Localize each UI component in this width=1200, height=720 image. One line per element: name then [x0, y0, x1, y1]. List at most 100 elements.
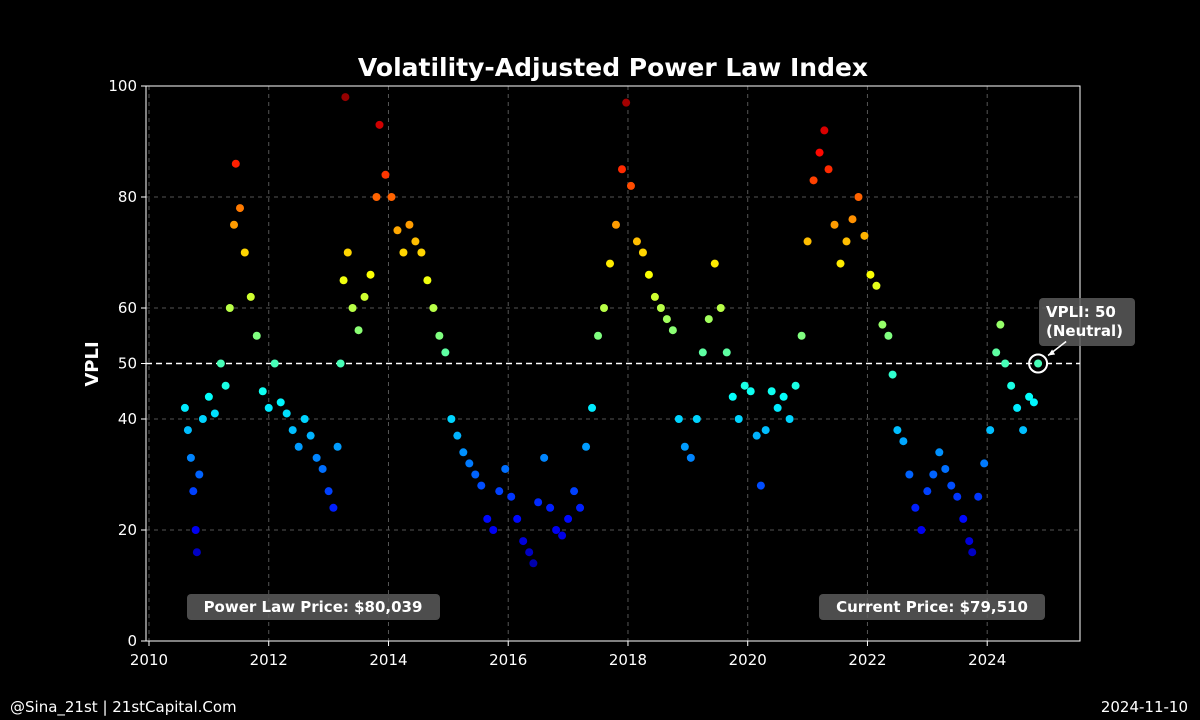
data-point	[830, 220, 839, 229]
current-point-marker	[1028, 340, 1067, 374]
data-point	[899, 437, 908, 446]
data-point	[656, 304, 665, 312]
data-point	[507, 492, 516, 501]
data-point	[878, 320, 887, 329]
x-axis: 2010 2012 2014 2016 2018 2020 2022 2024	[130, 641, 1006, 669]
data-point	[192, 548, 201, 557]
data-point	[341, 93, 350, 102]
data-point	[842, 237, 851, 246]
data-point	[992, 348, 1001, 357]
data-point	[186, 453, 195, 462]
current-price-text: Current Price: $79,510	[836, 598, 1028, 616]
data-point	[638, 248, 647, 257]
data-point	[441, 348, 450, 357]
data-point	[529, 559, 538, 568]
data-point	[582, 442, 591, 451]
data-point	[872, 281, 881, 290]
data-point	[471, 470, 480, 479]
data-point	[183, 426, 192, 435]
data-point	[947, 481, 956, 490]
data-point	[1025, 392, 1034, 401]
data-point	[941, 464, 950, 473]
data-point	[716, 304, 725, 312]
data-point	[477, 481, 486, 490]
data-point	[986, 426, 995, 435]
data-point	[761, 426, 770, 435]
data-point	[417, 248, 426, 257]
data-point	[740, 381, 749, 390]
data-point	[483, 514, 492, 523]
data-point	[459, 448, 468, 457]
data-point	[860, 231, 869, 240]
data-point	[519, 537, 528, 546]
data-point	[225, 304, 234, 312]
y-tick-label: 60	[118, 299, 137, 317]
data-point	[848, 215, 857, 224]
data-point	[854, 193, 863, 201]
y-tick-label: 100	[108, 77, 137, 95]
y-tick-label: 50	[118, 355, 137, 373]
data-point	[348, 304, 357, 312]
data-point	[824, 165, 833, 174]
data-point	[644, 270, 653, 279]
data-point	[668, 326, 677, 335]
data-point	[968, 548, 977, 557]
data-point	[339, 276, 348, 285]
data-point	[1013, 403, 1022, 412]
data-point	[746, 387, 755, 396]
data-point	[1034, 359, 1043, 368]
data-point	[722, 348, 731, 357]
data-point	[270, 359, 279, 368]
data-point	[258, 387, 267, 396]
data-points	[180, 93, 1043, 568]
data-point	[710, 259, 719, 268]
data-point	[570, 487, 579, 496]
data-point	[423, 276, 432, 285]
current-point-ring	[1028, 353, 1049, 374]
data-point	[534, 498, 543, 507]
chart-title: Volatility-Adjusted Power Law Index	[358, 53, 868, 82]
data-point	[686, 453, 695, 462]
data-point	[1019, 426, 1028, 435]
data-point	[905, 470, 914, 479]
data-point	[235, 204, 244, 213]
power-law-price-text: Power Law Price: $80,039	[204, 598, 423, 616]
vpli-callout-line1: VPLI: 50	[1046, 303, 1116, 321]
data-point	[1001, 359, 1010, 368]
data-point	[836, 259, 845, 268]
data-point	[318, 464, 327, 473]
data-point	[734, 415, 743, 423]
data-point	[411, 237, 420, 246]
data-point	[552, 526, 561, 534]
data-point	[180, 403, 189, 412]
data-point	[312, 453, 321, 462]
data-point	[429, 304, 438, 312]
data-point	[752, 431, 761, 440]
data-point	[576, 503, 585, 512]
data-point	[698, 348, 707, 357]
data-point	[911, 503, 920, 512]
data-point	[189, 487, 198, 496]
data-point	[513, 514, 522, 523]
data-point	[216, 359, 225, 368]
data-point	[435, 331, 444, 340]
data-point	[231, 159, 240, 168]
y-tick-label: 40	[118, 410, 137, 428]
data-point	[453, 431, 462, 440]
data-point	[600, 304, 609, 312]
x-tick-label: 2016	[489, 651, 527, 669]
data-point	[803, 237, 812, 246]
annotations: Power Law Price: $80,039 Current Price: …	[187, 298, 1135, 620]
data-point	[728, 392, 737, 401]
data-point	[447, 415, 456, 423]
data-point	[495, 487, 504, 496]
data-point	[617, 165, 626, 174]
data-point	[791, 381, 800, 390]
data-point	[343, 248, 352, 257]
data-point	[405, 220, 414, 229]
power-law-price-box: Power Law Price: $80,039	[187, 594, 440, 620]
data-point	[276, 398, 285, 407]
data-point	[632, 237, 641, 246]
data-point	[917, 526, 926, 534]
data-point	[558, 531, 567, 540]
